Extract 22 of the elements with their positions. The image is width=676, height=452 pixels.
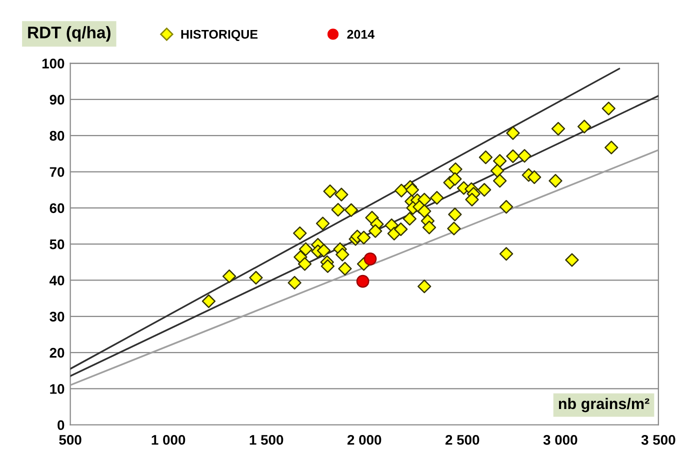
x-tick-label: 3 500 — [641, 434, 676, 445]
legend-label: HISTORIQUE — [181, 30, 258, 42]
y-tick-label: 30 — [50, 312, 64, 322]
y-tick-label: 70 — [50, 167, 64, 177]
y-tick-label: 50 — [50, 239, 64, 250]
x-tick-label: 2 500 — [445, 434, 480, 445]
y-tick-label: 60 — [50, 203, 64, 214]
legend-label: 2014 — [347, 30, 375, 39]
x-tick-label: 2 000 — [347, 434, 382, 445]
y-tick-label: 40 — [50, 276, 64, 286]
y-tick-label: 0 — [58, 420, 64, 430]
x-tick-label: 1 000 — [152, 434, 186, 445]
y-tick-label: 100 — [42, 58, 64, 68]
y-tick-label: 90 — [50, 94, 64, 105]
x-tick-label: 3 000 — [543, 434, 578, 445]
y-axis-title: RDT (q/ha) — [28, 26, 110, 42]
x-tick-label: 1 500 — [250, 434, 284, 445]
y-tick-label: 10 — [50, 384, 64, 394]
x-axis-title: nb grains/m² — [558, 398, 650, 412]
y-tick-label: 20 — [50, 348, 64, 358]
y-tick-label: 80 — [50, 130, 64, 141]
x-tick-label: 500 — [59, 434, 82, 445]
